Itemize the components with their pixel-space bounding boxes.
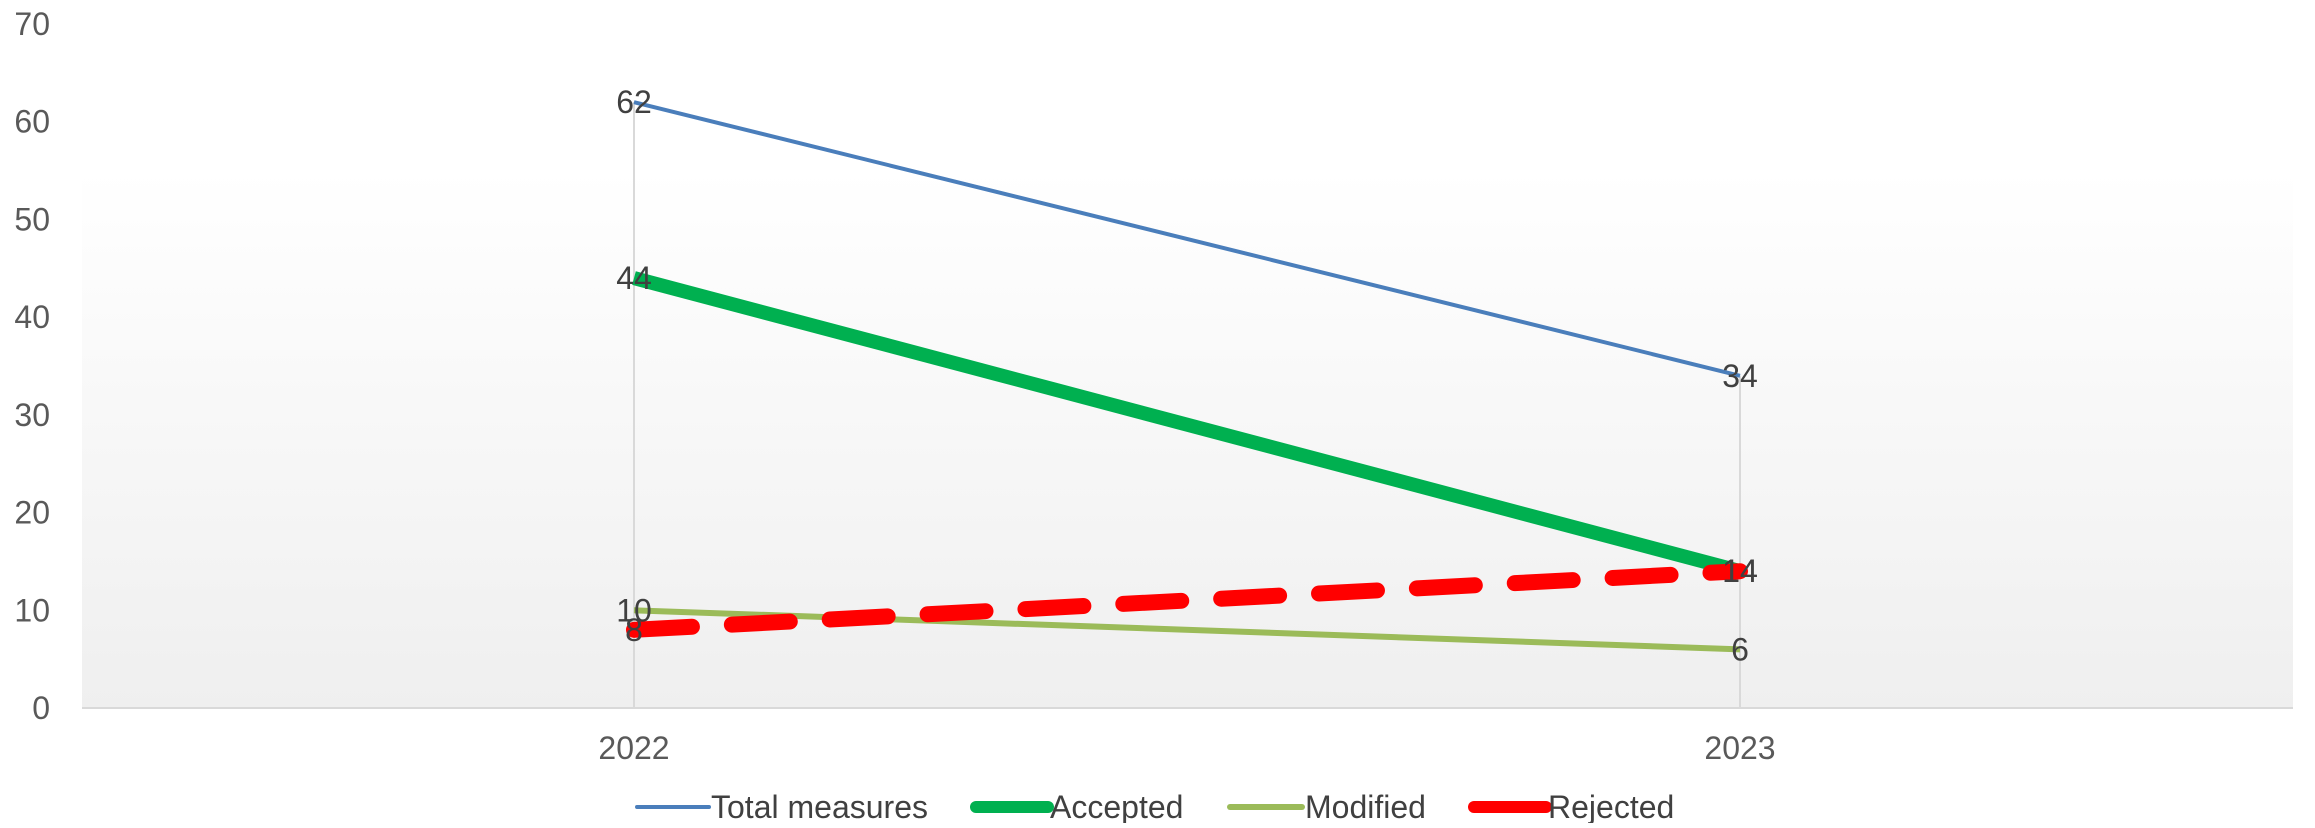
y-tick-label: 0 <box>32 690 50 726</box>
data-label-modified: 6 <box>1731 631 1749 667</box>
y-tick-label: 30 <box>14 397 50 433</box>
y-tick-label: 20 <box>14 495 50 531</box>
legend-label-rejected: Rejected <box>1548 789 1674 823</box>
x-tick-label: 2023 <box>1704 730 1775 766</box>
legend-item-rejected: Rejected <box>1468 789 1674 825</box>
plot-area-background <box>82 170 2293 708</box>
y-tick-label: 60 <box>14 104 50 140</box>
series-line-modified <box>633 607 1741 653</box>
x-tick-label: 2022 <box>598 730 669 766</box>
y-tick-label: 40 <box>14 299 50 335</box>
series-line-accepted <box>632 271 1742 578</box>
y-tick-label: 10 <box>14 592 50 628</box>
legend-item-total-measures: Total measures <box>635 789 928 825</box>
series-line-rejected <box>626 563 1748 638</box>
data-label-rejected: 8 <box>625 612 643 648</box>
data-label-accepted: 14 <box>1722 553 1758 589</box>
legend-label-accepted: Accepted <box>1050 789 1183 823</box>
data-label-accepted: 44 <box>616 260 652 296</box>
legend-item-modified: Modified <box>1227 789 1426 825</box>
series-line-total-measures <box>633 100 1741 378</box>
data-label-total-measures: 62 <box>616 84 652 120</box>
y-tick-label: 50 <box>14 201 50 237</box>
data-label-rejected: 14 <box>1722 553 1758 589</box>
legend-item-accepted: Accepted <box>970 789 1183 825</box>
data-label-total-measures: 34 <box>1722 358 1758 394</box>
legend-label-modified: Modified <box>1305 789 1426 823</box>
data-label-modified: 10 <box>616 592 652 628</box>
y-tick-label: 70 <box>14 6 50 42</box>
legend-label-total-measures: Total measures <box>711 789 928 823</box>
